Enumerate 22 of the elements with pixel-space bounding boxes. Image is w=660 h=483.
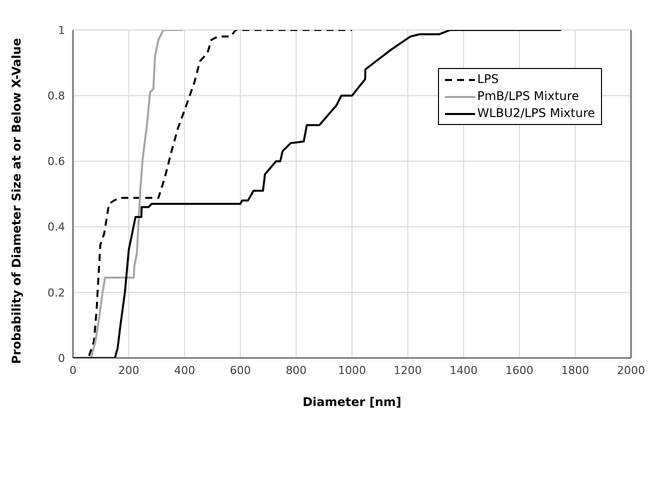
x-tick-label: 200: [118, 364, 140, 377]
y-tick-label: 0.8: [48, 90, 65, 103]
y-tick-label: 0.2: [48, 286, 65, 300]
x-tick-label: 400: [174, 364, 196, 377]
x-tick-label: 1000: [338, 364, 366, 377]
legend-label: LPS: [477, 71, 499, 88]
y-tick-label: 1: [58, 24, 65, 37]
y-tick-label: 0.6: [48, 155, 65, 168]
x-tick-label: 1600: [505, 364, 534, 377]
x-tick-label: 2000: [617, 364, 645, 377]
x-tick-label: 600: [230, 364, 251, 377]
x-tick-label: 1800: [561, 364, 590, 377]
legend-label: WLBU2/LPS Mixture: [477, 105, 595, 122]
x-axis-title: Diameter [nm]: [302, 395, 402, 409]
legend-label: PmB/LPS Mixture: [477, 88, 579, 105]
y-tick-label: 0.4: [48, 220, 65, 234]
x-tick-label: 0: [70, 364, 76, 377]
y-tick-label: 0: [58, 352, 65, 365]
x-tick-label: 800: [286, 364, 307, 377]
x-tick-label: 1200: [394, 364, 422, 377]
x-tick-label: 1400: [450, 364, 478, 377]
y-axis-title: Probability of Diameter Size at or Below X-Value: [9, 38, 24, 364]
